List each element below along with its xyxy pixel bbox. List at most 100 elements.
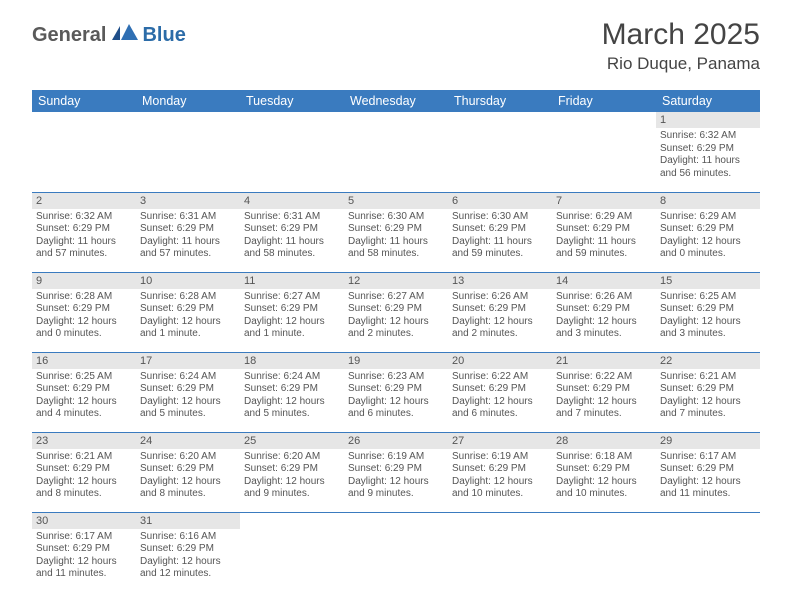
- logo-text-general: General: [32, 24, 106, 47]
- sunset-text: Sunset: 6:29 PM: [140, 543, 236, 556]
- flag-icon: [112, 24, 138, 47]
- daylight-text: Daylight: 12 hours and 11 minutes.: [660, 476, 756, 501]
- day-cell: 29Sunrise: 6:17 AMSunset: 6:29 PMDayligh…: [656, 432, 760, 512]
- daylight-text: Daylight: 11 hours and 58 minutes.: [244, 236, 340, 261]
- daylight-text: Daylight: 12 hours and 1 minute.: [244, 316, 340, 341]
- sunset-text: Sunset: 6:29 PM: [36, 463, 132, 476]
- weekday-header: Saturday: [656, 90, 760, 112]
- day-cell: [240, 512, 344, 592]
- sunset-text: Sunset: 6:29 PM: [660, 303, 756, 316]
- weekday-header: Sunday: [32, 90, 136, 112]
- day-cell: [32, 112, 136, 192]
- sunset-text: Sunset: 6:29 PM: [452, 223, 548, 236]
- day-content: Sunrise: 6:31 AMSunset: 6:29 PMDaylight:…: [136, 209, 240, 264]
- sunset-text: Sunset: 6:29 PM: [660, 383, 756, 396]
- day-cell: [448, 512, 552, 592]
- day-content: Sunrise: 6:31 AMSunset: 6:29 PMDaylight:…: [240, 209, 344, 264]
- sunrise-text: Sunrise: 6:17 AM: [660, 451, 756, 464]
- day-number: 15: [656, 273, 760, 289]
- day-cell: 18Sunrise: 6:24 AMSunset: 6:29 PMDayligh…: [240, 352, 344, 432]
- day-content: Sunrise: 6:20 AMSunset: 6:29 PMDaylight:…: [136, 449, 240, 504]
- logo: General Blue: [32, 24, 186, 47]
- day-cell: 8Sunrise: 6:29 AMSunset: 6:29 PMDaylight…: [656, 192, 760, 272]
- logo-text-blue: Blue: [142, 24, 185, 47]
- day-cell: 15Sunrise: 6:25 AMSunset: 6:29 PMDayligh…: [656, 272, 760, 352]
- day-cell: [136, 112, 240, 192]
- daylight-text: Daylight: 11 hours and 58 minutes.: [348, 236, 444, 261]
- weekday-header: Friday: [552, 90, 656, 112]
- daylight-text: Daylight: 12 hours and 7 minutes.: [556, 396, 652, 421]
- day-content: Sunrise: 6:30 AMSunset: 6:29 PMDaylight:…: [448, 209, 552, 264]
- day-content: Sunrise: 6:32 AMSunset: 6:29 PMDaylight:…: [656, 128, 760, 183]
- sunrise-text: Sunrise: 6:28 AM: [36, 291, 132, 304]
- day-number: 11: [240, 273, 344, 289]
- daylight-text: Daylight: 12 hours and 6 minutes.: [348, 396, 444, 421]
- day-cell: 16Sunrise: 6:25 AMSunset: 6:29 PMDayligh…: [32, 352, 136, 432]
- week-row: 23Sunrise: 6:21 AMSunset: 6:29 PMDayligh…: [32, 432, 760, 512]
- day-number: 21: [552, 353, 656, 369]
- day-cell: 20Sunrise: 6:22 AMSunset: 6:29 PMDayligh…: [448, 352, 552, 432]
- day-content: Sunrise: 6:28 AMSunset: 6:29 PMDaylight:…: [32, 289, 136, 344]
- sunset-text: Sunset: 6:29 PM: [140, 303, 236, 316]
- sunrise-text: Sunrise: 6:19 AM: [348, 451, 444, 464]
- daylight-text: Daylight: 12 hours and 2 minutes.: [452, 316, 548, 341]
- weekday-header: Tuesday: [240, 90, 344, 112]
- day-number: 28: [552, 433, 656, 449]
- sunrise-text: Sunrise: 6:18 AM: [556, 451, 652, 464]
- sunrise-text: Sunrise: 6:22 AM: [452, 371, 548, 384]
- daylight-text: Daylight: 12 hours and 10 minutes.: [452, 476, 548, 501]
- sunrise-text: Sunrise: 6:31 AM: [140, 211, 236, 224]
- daylight-text: Daylight: 12 hours and 7 minutes.: [660, 396, 756, 421]
- day-content: Sunrise: 6:24 AMSunset: 6:29 PMDaylight:…: [136, 369, 240, 424]
- day-cell: 14Sunrise: 6:26 AMSunset: 6:29 PMDayligh…: [552, 272, 656, 352]
- day-number: 13: [448, 273, 552, 289]
- day-cell: 11Sunrise: 6:27 AMSunset: 6:29 PMDayligh…: [240, 272, 344, 352]
- day-content: Sunrise: 6:17 AMSunset: 6:29 PMDaylight:…: [32, 529, 136, 584]
- day-cell: [344, 512, 448, 592]
- sunset-text: Sunset: 6:29 PM: [556, 463, 652, 476]
- daylight-text: Daylight: 12 hours and 11 minutes.: [36, 556, 132, 581]
- day-number: 9: [32, 273, 136, 289]
- day-content: Sunrise: 6:22 AMSunset: 6:29 PMDaylight:…: [448, 369, 552, 424]
- sunrise-text: Sunrise: 6:19 AM: [452, 451, 548, 464]
- daylight-text: Daylight: 11 hours and 56 minutes.: [660, 155, 756, 180]
- day-number: 24: [136, 433, 240, 449]
- day-cell: 3Sunrise: 6:31 AMSunset: 6:29 PMDaylight…: [136, 192, 240, 272]
- sunrise-text: Sunrise: 6:29 AM: [556, 211, 652, 224]
- sunrise-text: Sunrise: 6:17 AM: [36, 531, 132, 544]
- day-cell: 30Sunrise: 6:17 AMSunset: 6:29 PMDayligh…: [32, 512, 136, 592]
- daylight-text: Daylight: 12 hours and 8 minutes.: [36, 476, 132, 501]
- day-content: Sunrise: 6:21 AMSunset: 6:29 PMDaylight:…: [656, 369, 760, 424]
- sunset-text: Sunset: 6:29 PM: [452, 463, 548, 476]
- day-cell: 5Sunrise: 6:30 AMSunset: 6:29 PMDaylight…: [344, 192, 448, 272]
- sunset-text: Sunset: 6:29 PM: [660, 223, 756, 236]
- day-number: 23: [32, 433, 136, 449]
- calendar-table: Sunday Monday Tuesday Wednesday Thursday…: [32, 90, 760, 592]
- sunrise-text: Sunrise: 6:21 AM: [36, 451, 132, 464]
- day-content: Sunrise: 6:16 AMSunset: 6:29 PMDaylight:…: [136, 529, 240, 584]
- daylight-text: Daylight: 12 hours and 5 minutes.: [244, 396, 340, 421]
- daylight-text: Daylight: 12 hours and 0 minutes.: [36, 316, 132, 341]
- day-content: Sunrise: 6:19 AMSunset: 6:29 PMDaylight:…: [344, 449, 448, 504]
- sunset-text: Sunset: 6:29 PM: [556, 383, 652, 396]
- day-cell: [344, 112, 448, 192]
- day-cell: 17Sunrise: 6:24 AMSunset: 6:29 PMDayligh…: [136, 352, 240, 432]
- weekday-header-row: Sunday Monday Tuesday Wednesday Thursday…: [32, 90, 760, 112]
- day-number: 26: [344, 433, 448, 449]
- day-number: 25: [240, 433, 344, 449]
- day-cell: 28Sunrise: 6:18 AMSunset: 6:29 PMDayligh…: [552, 432, 656, 512]
- day-content: Sunrise: 6:30 AMSunset: 6:29 PMDaylight:…: [344, 209, 448, 264]
- day-number: 2: [32, 193, 136, 209]
- sunset-text: Sunset: 6:29 PM: [244, 223, 340, 236]
- week-row: 1Sunrise: 6:32 AMSunset: 6:29 PMDaylight…: [32, 112, 760, 192]
- day-number: 12: [344, 273, 448, 289]
- day-content: Sunrise: 6:20 AMSunset: 6:29 PMDaylight:…: [240, 449, 344, 504]
- day-cell: 6Sunrise: 6:30 AMSunset: 6:29 PMDaylight…: [448, 192, 552, 272]
- day-cell: [552, 112, 656, 192]
- day-cell: 22Sunrise: 6:21 AMSunset: 6:29 PMDayligh…: [656, 352, 760, 432]
- day-cell: [240, 112, 344, 192]
- day-cell: 24Sunrise: 6:20 AMSunset: 6:29 PMDayligh…: [136, 432, 240, 512]
- daylight-text: Daylight: 12 hours and 3 minutes.: [556, 316, 652, 341]
- day-number: 1: [656, 112, 760, 128]
- sunset-text: Sunset: 6:29 PM: [244, 383, 340, 396]
